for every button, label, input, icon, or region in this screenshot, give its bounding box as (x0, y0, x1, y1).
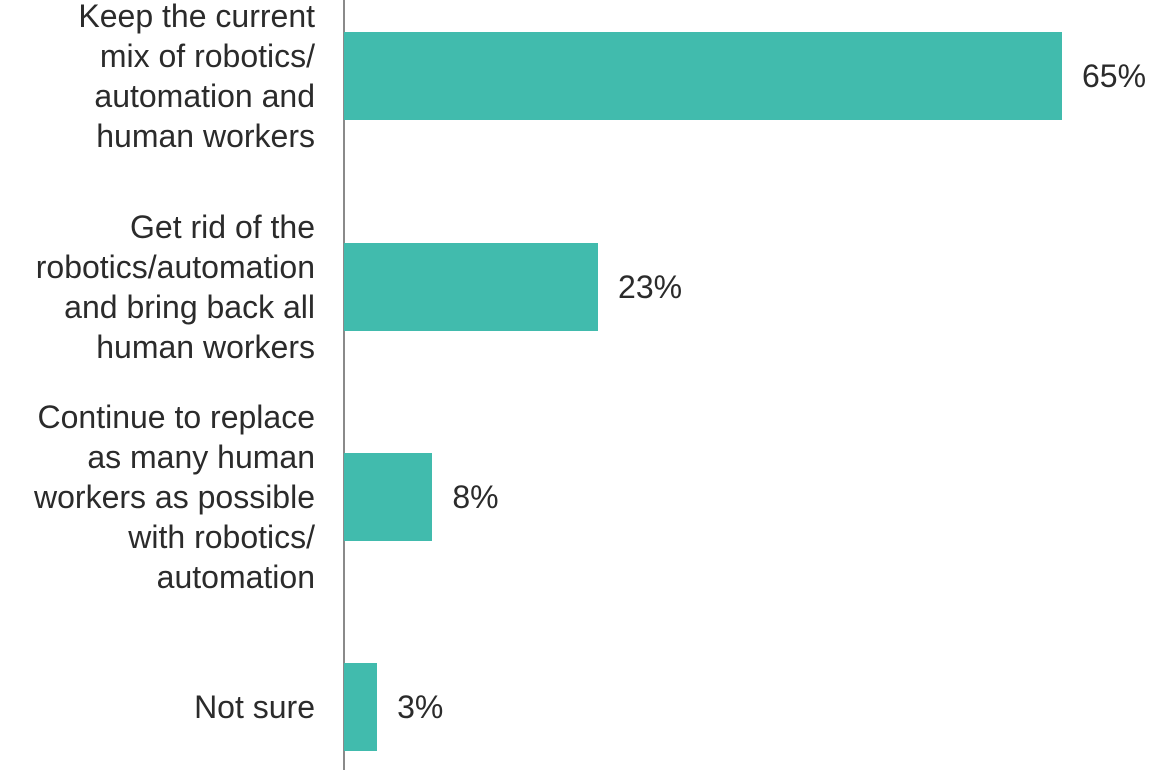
value-label: 23% (618, 269, 683, 305)
bar (344, 243, 599, 331)
value-label: 8% (452, 479, 499, 515)
category-label: Get rid of the robotics/automation and b… (35, 209, 315, 365)
bar (344, 663, 378, 751)
value-label: 65% (1082, 58, 1147, 94)
value-label: 3% (397, 689, 444, 725)
category-label: Continue to replace as many human worker… (34, 399, 315, 595)
bar (344, 32, 1062, 120)
bar (344, 453, 433, 541)
category-axis-line (343, 0, 345, 770)
category-label: Not sure (194, 689, 315, 725)
category-label: Keep the current mix of robotics/ automa… (78, 0, 315, 154)
